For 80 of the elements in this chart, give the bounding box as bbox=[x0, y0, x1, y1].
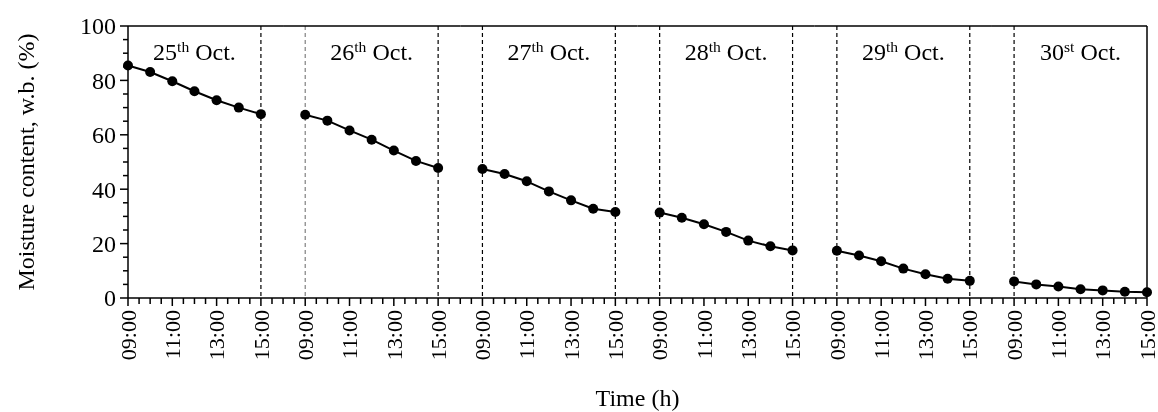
x-tick-label: 09:00 bbox=[115, 310, 141, 361]
point bbox=[1009, 276, 1020, 287]
x-tick-label: 11:00 bbox=[691, 310, 717, 360]
x-tick-label: 11:00 bbox=[868, 310, 894, 360]
point bbox=[964, 275, 975, 286]
annotation: 30$^{st}$ Oct. bbox=[1040, 37, 1122, 65]
point bbox=[898, 263, 909, 274]
point bbox=[499, 168, 510, 179]
x-tick-label: 09:00 bbox=[470, 310, 496, 361]
x-tick-label: 09:00 bbox=[647, 310, 673, 361]
point bbox=[610, 207, 621, 218]
point bbox=[477, 164, 488, 175]
x-tick-label: 15:00 bbox=[1134, 310, 1158, 361]
point bbox=[123, 60, 133, 71]
point bbox=[787, 245, 798, 256]
x-tick-label: 11:00 bbox=[337, 310, 363, 360]
y-tick-label: 40 bbox=[92, 176, 116, 203]
point bbox=[1142, 287, 1152, 298]
point bbox=[255, 109, 266, 120]
x-tick-label: 11:00 bbox=[1046, 310, 1072, 360]
point bbox=[1053, 281, 1064, 292]
point bbox=[388, 145, 399, 156]
x-tick-label: 13:00 bbox=[913, 310, 939, 361]
x-tick-label: 11:00 bbox=[514, 310, 540, 360]
point bbox=[831, 245, 842, 256]
point bbox=[233, 102, 244, 113]
point bbox=[698, 219, 709, 230]
point bbox=[300, 109, 311, 120]
annotation: 28$^{th}$ Oct. bbox=[684, 37, 768, 65]
point bbox=[876, 256, 887, 267]
point bbox=[566, 195, 577, 206]
x-tick-label: 15:00 bbox=[957, 310, 983, 361]
point bbox=[721, 226, 732, 237]
point bbox=[543, 186, 554, 197]
point bbox=[145, 66, 156, 77]
point bbox=[942, 273, 953, 284]
point bbox=[1097, 285, 1108, 296]
point bbox=[322, 115, 333, 126]
point bbox=[1031, 279, 1042, 290]
annotation: 26$^{th}$ Oct. bbox=[330, 37, 414, 65]
y-tick-label: 20 bbox=[92, 231, 116, 257]
annotation: 27$^{th}$ Oct. bbox=[507, 37, 591, 65]
x-tick-label: 09:00 bbox=[824, 310, 850, 361]
annotation: 25$^{th}$ Oct. bbox=[153, 37, 236, 65]
x-tick-label: 11:00 bbox=[160, 310, 185, 360]
x-tick-label: 13:00 bbox=[1090, 310, 1116, 361]
point bbox=[189, 86, 200, 97]
x-tick-label: 13:00 bbox=[735, 310, 761, 361]
point bbox=[743, 235, 754, 246]
point bbox=[765, 241, 776, 252]
point bbox=[676, 212, 687, 223]
x-tick-label: 13:00 bbox=[381, 310, 407, 361]
point bbox=[654, 207, 665, 218]
x-tick-label: 09:00 bbox=[1001, 310, 1027, 361]
point bbox=[588, 203, 599, 214]
y-tick-label: 100 bbox=[80, 13, 116, 40]
y-axis-title: Moisture content, w.b. (%) bbox=[13, 33, 39, 291]
point bbox=[854, 250, 865, 261]
x-axis-title: Time (h) bbox=[595, 385, 680, 411]
point bbox=[344, 125, 355, 136]
y-tick-label: 0 bbox=[104, 285, 116, 312]
x-tick-label: 15:00 bbox=[603, 310, 629, 361]
x-tick-label: 15:00 bbox=[425, 310, 451, 361]
point bbox=[1119, 286, 1130, 297]
annotation: 29$^{th}$ Oct. bbox=[861, 37, 945, 65]
point bbox=[920, 269, 931, 280]
x-tick-label: 15:00 bbox=[248, 310, 274, 361]
x-tick-label: 13:00 bbox=[558, 310, 584, 361]
y-tick-label: 60 bbox=[92, 122, 116, 149]
x-tick-label: 13:00 bbox=[204, 310, 230, 361]
point bbox=[521, 176, 532, 187]
y-tick-label: 80 bbox=[92, 67, 116, 94]
x-tick-label: 09:00 bbox=[292, 310, 318, 361]
point bbox=[211, 95, 222, 106]
point bbox=[410, 155, 421, 166]
point bbox=[167, 76, 178, 87]
point bbox=[433, 162, 444, 173]
point bbox=[1075, 284, 1086, 295]
point bbox=[366, 134, 377, 145]
x-tick-label: 15:00 bbox=[780, 310, 806, 361]
